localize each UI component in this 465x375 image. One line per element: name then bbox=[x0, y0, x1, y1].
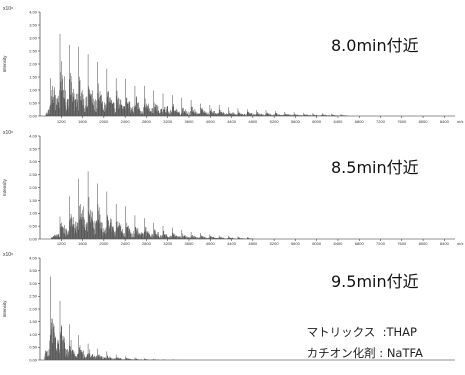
x-tick-label: 3200 bbox=[163, 241, 173, 246]
y-tick-label: 3.00 bbox=[29, 35, 38, 40]
spectrum-panel-9-5min: x10⁸ Intensity 0.00 0.50 1.00 1.50 2.00 2.50 3.0… bbox=[0, 248, 465, 362]
x-tick-label: 8000 bbox=[419, 241, 429, 246]
y-tick-label: 2.00 bbox=[29, 61, 38, 66]
x-tick-label: 4400 bbox=[227, 241, 237, 246]
spectrum-panel-8-5min: x10⁸ Intensity 0.00 0.50 1.00 1.50 2.00 2.50 3.0… bbox=[0, 124, 465, 246]
peak-series bbox=[44, 276, 183, 360]
x-tick-label: 5600 bbox=[291, 241, 301, 246]
y-tick-label: 1.00 bbox=[29, 332, 38, 337]
y-axis-label: Intensity bbox=[2, 300, 7, 318]
y-tick-label: 3.00 bbox=[29, 159, 38, 164]
x-tick-label: 6800 bbox=[355, 119, 365, 124]
y-tick-label: 2.50 bbox=[29, 294, 38, 299]
y-tick-label: 1.50 bbox=[29, 74, 38, 79]
x-tick-label: 7200 bbox=[376, 241, 386, 246]
y-tick-label: 4.00 bbox=[29, 133, 38, 138]
x-tick-label: 4800 bbox=[248, 119, 258, 124]
x-tick-label: 8000 bbox=[419, 119, 429, 124]
x-tick-label: 6400 bbox=[333, 119, 343, 124]
matrix-value: THAP bbox=[386, 325, 417, 339]
x-tick-label: 6000 bbox=[312, 241, 322, 246]
cation-agent-label: カチオン化剤 bbox=[306, 346, 376, 360]
x-tick-label: 8400 bbox=[440, 241, 450, 246]
y-tick-label: 0.50 bbox=[29, 100, 38, 105]
x-tick-label: 2400 bbox=[121, 241, 131, 246]
retention-time-label: 9.5min付近 bbox=[331, 272, 419, 291]
x-tick-label: 2800 bbox=[142, 119, 152, 124]
x-tick-label: 3600 bbox=[185, 119, 195, 124]
x-tick-label: 8400 bbox=[440, 119, 450, 124]
y-tick-label: 0.00 bbox=[29, 236, 38, 241]
x-tick-label: 2000 bbox=[99, 241, 109, 246]
x-tick-label: 4400 bbox=[227, 119, 237, 124]
y-tick-label: 2.00 bbox=[29, 306, 38, 311]
y-tick-label: 1.50 bbox=[29, 319, 38, 324]
matrix-label: マトリックス bbox=[306, 325, 376, 339]
y-tick-label: 3.50 bbox=[29, 268, 38, 273]
y-tick-label: 0.00 bbox=[29, 113, 38, 118]
retention-time-label: 8.0min付近 bbox=[331, 36, 419, 55]
y-tick-label: 0.50 bbox=[29, 224, 38, 229]
x-tick-label: 7600 bbox=[397, 119, 407, 124]
y-tick-label: 1.00 bbox=[29, 87, 38, 92]
y-tick-label: 0.00 bbox=[29, 357, 38, 362]
x-tick-label: 1200 bbox=[57, 241, 67, 246]
matrix-condition: マトリックス :THAP bbox=[306, 325, 417, 339]
y-tick-label: 1.00 bbox=[29, 211, 38, 216]
spectrum-chart-9-5min: x10⁸ Intensity 0.00 0.50 1.00 1.50 2.00 2.50 3.0… bbox=[2, 252, 455, 362]
y-tick-label: 3.50 bbox=[29, 146, 38, 151]
x-tick-label: 3200 bbox=[163, 119, 173, 124]
y-tick-label: 2.50 bbox=[29, 48, 38, 53]
x-tick-label: 6000 bbox=[312, 119, 322, 124]
x-tick-label: 2800 bbox=[142, 241, 152, 246]
x-tick-label: 3600 bbox=[185, 241, 195, 246]
x-tick-label: 4000 bbox=[206, 241, 216, 246]
spectrum-panel-8-0min: x10⁸ Intensity 0.00 0.50 1.00 1.50 2.00 2.50 3.0… bbox=[0, 0, 465, 124]
spectrum-chart-8-0min: x10⁸ Intensity 0.00 0.50 1.00 1.50 2.00 2.50 3.0… bbox=[2, 6, 463, 124]
x-tick-label: 4800 bbox=[248, 241, 258, 246]
x-tick-label: 5200 bbox=[270, 119, 280, 124]
y-tick-label: 3.00 bbox=[29, 281, 38, 286]
x-tick-label: 1600 bbox=[78, 241, 88, 246]
y-exponent-label: x10⁸ bbox=[3, 130, 13, 136]
spectrum-chart-8-5min: x10⁸ Intensity 0.00 0.50 1.00 1.50 2.00 2.50 3.0… bbox=[2, 130, 463, 246]
x-tick-label: 4000 bbox=[206, 119, 216, 124]
peak-series bbox=[45, 33, 349, 116]
cation-agent-value: NaTFA bbox=[386, 346, 423, 360]
y-tick-label: 3.50 bbox=[29, 22, 38, 27]
x-tick-label: 2000 bbox=[99, 119, 109, 124]
y-tick-label: 0.50 bbox=[29, 345, 38, 350]
retention-time-label: 8.5min付近 bbox=[331, 158, 419, 177]
y-axis-label: Intensity bbox=[2, 55, 7, 73]
y-exponent-label: x10⁸ bbox=[3, 6, 13, 12]
y-exponent-label: x10⁸ bbox=[3, 252, 13, 258]
y-tick-label: 4.00 bbox=[29, 255, 38, 260]
x-tick-label: 5200 bbox=[270, 241, 280, 246]
x-tick-label: 7200 bbox=[376, 119, 386, 124]
x-tick-label: 1600 bbox=[78, 119, 88, 124]
x-tick-label: 2400 bbox=[121, 119, 131, 124]
y-axis-label: Intensity bbox=[2, 178, 7, 196]
x-tick-label: 6800 bbox=[355, 241, 365, 246]
y-tick-label: 4.00 bbox=[29, 9, 38, 14]
y-tick-label: 2.50 bbox=[29, 172, 38, 177]
x-unit-label: m/z bbox=[457, 241, 463, 246]
x-tick-label: 7600 bbox=[397, 241, 407, 246]
cation-agent-condition: カチオン化剤 : NaTFA bbox=[306, 346, 423, 360]
y-tick-label: 2.00 bbox=[29, 185, 38, 190]
x-tick-label: 6400 bbox=[333, 241, 343, 246]
x-tick-label: 5600 bbox=[291, 119, 301, 124]
peak-series bbox=[50, 171, 253, 239]
x-unit-label: m/z bbox=[457, 119, 463, 124]
y-tick-label: 1.50 bbox=[29, 198, 38, 203]
x-tick-label: 1200 bbox=[57, 119, 67, 124]
